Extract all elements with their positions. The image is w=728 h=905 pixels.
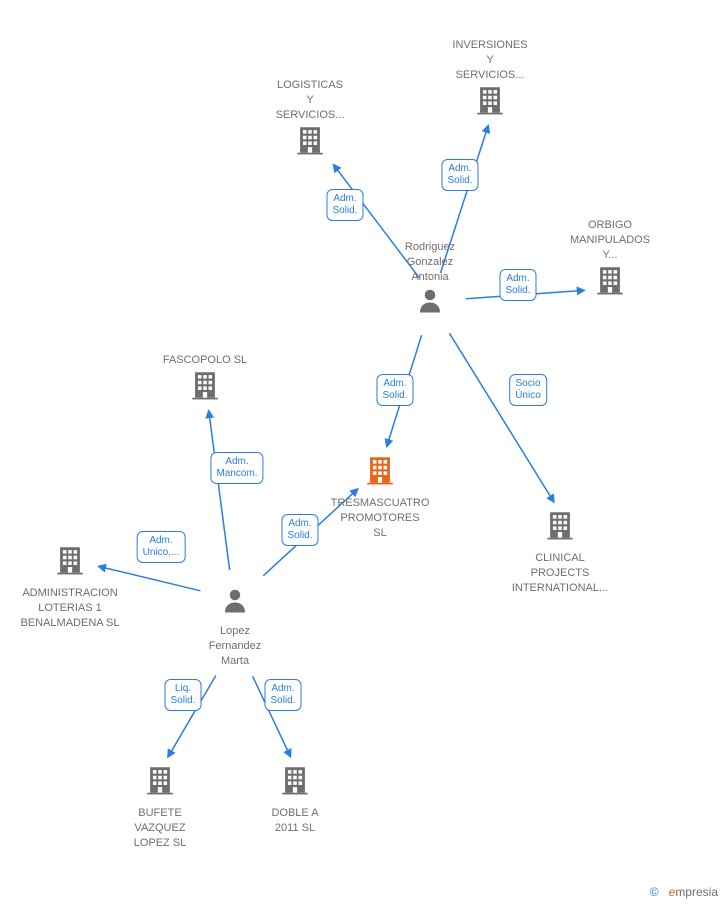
node-rodriguez[interactable]: Rodriguez Gonzalez Antonia [405, 236, 455, 319]
building-icon [53, 543, 87, 577]
building-icon [143, 763, 177, 797]
edge-label: Adm. Solid. [264, 679, 301, 711]
node-doblea[interactable]: DOBLE A 2011 SL [271, 763, 318, 836]
building-icon [473, 83, 507, 117]
edge-label: Liq. Solid. [164, 679, 201, 711]
node-label: ORBIGO MANIPULADOS Y... [570, 218, 650, 263]
node-label: Rodriguez Gonzalez Antonia [405, 240, 455, 285]
brand-rest: mpresia [675, 885, 718, 899]
node-bufete[interactable]: BUFETE VAZQUEZ LOPEZ SL [134, 763, 187, 850]
edge-line [209, 411, 230, 570]
node-inversiones[interactable]: INVERSIONES Y SERVICIOS... [452, 34, 527, 121]
node-label: FASCOPOLO SL [163, 353, 247, 368]
edge-label: Adm. Solid. [281, 514, 318, 546]
building-icon [593, 263, 627, 297]
building-icon [278, 763, 312, 797]
node-label: DOBLE A 2011 SL [271, 806, 318, 836]
building-icon [293, 123, 327, 157]
building-icon [543, 508, 577, 542]
node-label: Lopez Fernandez Marta [209, 624, 262, 669]
node-lopez[interactable]: Lopez Fernandez Marta [209, 585, 262, 668]
edge-label: Adm. Solid. [499, 269, 536, 301]
edge-label: Adm. Solid. [326, 189, 363, 221]
edge-label: Adm. Unico,... [137, 531, 186, 563]
credit: © empresia [650, 885, 718, 899]
edge-label: Adm. Solid. [376, 374, 413, 406]
edge-line [449, 333, 553, 502]
building-icon [363, 453, 397, 487]
person-icon [415, 285, 445, 315]
diagram-canvas: LOGISTICAS Y SERVICIOS... INVERSIONES Y … [0, 0, 728, 905]
node-label: TRESMASCUATRO PROMOTORES SL [331, 496, 430, 541]
node-tresmascuatro[interactable]: TRESMASCUATRO PROMOTORES SL [331, 453, 430, 540]
edge-label: Adm. Mancom. [210, 452, 263, 484]
node-label: ADMINISTRACION LOTERIAS 1 BENALMADENA SL [20, 586, 119, 631]
node-logisticas[interactable]: LOGISTICAS Y SERVICIOS... [276, 74, 345, 161]
node-fascopolo[interactable]: FASCOPOLO SL [163, 349, 247, 407]
node-adminlot[interactable]: ADMINISTRACION LOTERIAS 1 BENALMADENA SL [20, 543, 119, 630]
person-icon [220, 585, 250, 615]
node-label: INVERSIONES Y SERVICIOS... [452, 38, 527, 83]
edge-label: Adm. Solid. [441, 159, 478, 191]
building-icon [188, 368, 222, 402]
node-clinical[interactable]: CLINICAL PROJECTS INTERNATIONAL... [512, 508, 608, 595]
copyright-symbol: © [650, 885, 659, 899]
node-label: LOGISTICAS Y SERVICIOS... [276, 78, 345, 123]
node-label: CLINICAL PROJECTS INTERNATIONAL... [512, 551, 608, 596]
node-label: BUFETE VAZQUEZ LOPEZ SL [134, 806, 187, 851]
node-orbigo[interactable]: ORBIGO MANIPULADOS Y... [570, 214, 650, 301]
edge-label: Socio Único [509, 374, 547, 406]
